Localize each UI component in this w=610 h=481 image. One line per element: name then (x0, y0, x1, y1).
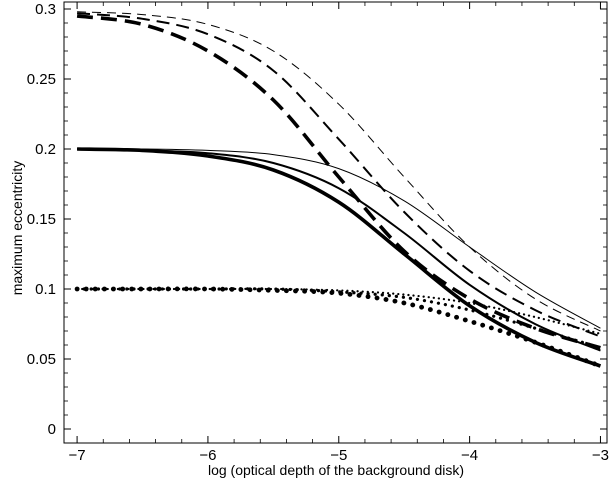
ticks (64, 2, 607, 443)
series-line-dashed-thick (76, 14, 601, 350)
y-tick-label: 0.05 (27, 351, 56, 368)
x-tick-label: −4 (461, 447, 478, 464)
x-tick-label: −5 (330, 447, 347, 464)
series-line-dashed-medium (76, 12, 601, 338)
series-layer (74, 11, 603, 369)
x-tick-label: −6 (199, 447, 216, 464)
y-tick-label: 0.1 (35, 281, 56, 298)
series-line-solid-thin (77, 148, 601, 329)
x-tick-label: −3 (592, 447, 609, 464)
series-line-dotted-thick (74, 286, 603, 369)
x-tick-label: −7 (69, 447, 86, 464)
series-line-dashed-thin (77, 11, 601, 332)
series-line-solid-thick (77, 147, 602, 368)
plot-frame (63, 1, 608, 444)
series-line-dotted-thin (75, 287, 602, 335)
y-tick-label: 0.15 (27, 211, 56, 228)
y-tick-label: 0.3 (35, 1, 56, 18)
series-line-dotted-medium (75, 287, 603, 350)
y-tick-label: 0.25 (27, 71, 56, 88)
y-tick-label: 0 (48, 421, 56, 438)
y-axis-label: maximum eccentricity (9, 161, 25, 296)
x-axis-label: log (optical depth of the background dis… (208, 462, 464, 478)
y-tick-label: 0.2 (35, 141, 56, 158)
tick-labels: −7 −6 −5 −4 −3 0 0.05 0.1 0.15 0.2 0.25 0.3 (27, 1, 609, 464)
